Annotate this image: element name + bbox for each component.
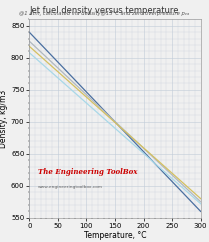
Text: @1 atm, calculated via density@15°C and zero overpressure pₑₐ: @1 atm, calculated via density@15°C and … xyxy=(19,11,190,16)
Text: The Engineering ToolBox: The Engineering ToolBox xyxy=(38,168,137,176)
Text: Jet fuel density versus temperature: Jet fuel density versus temperature xyxy=(30,6,179,15)
X-axis label: Temperature, °C: Temperature, °C xyxy=(84,231,146,241)
Y-axis label: Density, kg/m3: Density, kg/m3 xyxy=(0,90,8,148)
Text: www.engineeringtoolbox.com: www.engineeringtoolbox.com xyxy=(38,185,103,189)
